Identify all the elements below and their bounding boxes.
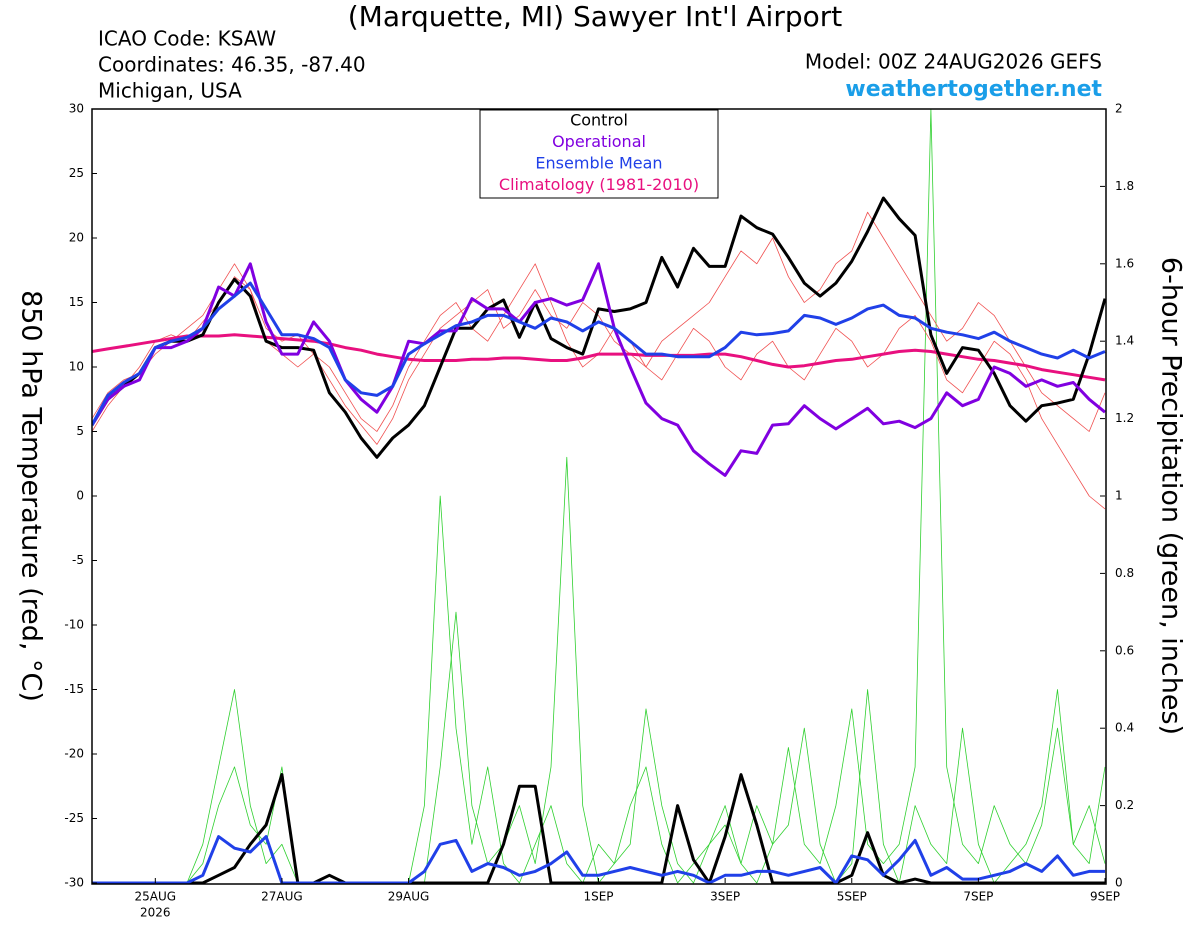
legend-entry: Climatology (1981-2010) — [499, 175, 699, 194]
y2-tick-label: 1.4 — [1115, 334, 1134, 348]
y2-tick-label: 1 — [1115, 489, 1123, 503]
y-tick-label: 25 — [69, 166, 84, 180]
x-tick-label: 25AUG — [135, 890, 177, 904]
legend-entry: Ensemble Mean — [535, 154, 662, 173]
temp-line — [92, 281, 1106, 426]
site: weathertogether.net — [845, 77, 1102, 102]
legend-entry: Operational — [552, 132, 646, 151]
y-tick-label: -30 — [64, 876, 84, 890]
y-tick-label: 20 — [69, 231, 84, 245]
model: Model: 00Z 24AUG2026 GEFS — [805, 50, 1102, 74]
y-tick-label: -5 — [72, 553, 84, 567]
x-tick-label: 5SEP — [837, 890, 867, 904]
precip-line — [92, 835, 1105, 884]
y-tick-label: -25 — [64, 811, 84, 825]
chart-title: (Marquette, MI) Sawyer Int'l Airport — [348, 0, 842, 33]
x-year-label: 2026 — [140, 906, 171, 920]
y-tick-label: -10 — [64, 618, 84, 632]
temp-line — [92, 333, 1106, 382]
x-tick-label: 7SEP — [963, 890, 993, 904]
y2-tick-label: 1.6 — [1115, 256, 1134, 270]
y-tick-label: 0 — [76, 489, 84, 503]
precip-member-line — [92, 495, 1106, 884]
plot-area — [92, 109, 1106, 884]
precip-member-line — [92, 109, 1106, 884]
y-tick-label: 5 — [76, 424, 84, 438]
y-axis-label: 850 hPa Temperature (red, °C) — [16, 290, 47, 702]
icao: ICAO Code: KSAW — [98, 27, 276, 51]
y2-tick-label: 0 — [1115, 876, 1123, 890]
y2-tick-label: 0.4 — [1115, 721, 1134, 735]
x-tick-label: 9SEP — [1090, 890, 1120, 904]
y2-tick-label: 1.8 — [1115, 179, 1134, 193]
legend: Control Operational Ensemble Mean Climatolo… — [479, 109, 719, 199]
y-tick-label: 10 — [69, 360, 84, 374]
temp-member-line — [92, 211, 1106, 445]
x-tick-label: 1SEP — [583, 890, 613, 904]
x-tick-label: 3SEP — [710, 890, 740, 904]
plot-frame — [91, 108, 1107, 885]
y2-axis-label: 6-hour Precipitation (green, inches) — [1156, 257, 1187, 735]
y2-tick-label: 0.8 — [1115, 566, 1134, 580]
y-tick-label: 15 — [69, 295, 84, 309]
location: Michigan, USA — [98, 79, 242, 103]
temp-member-line — [92, 263, 1106, 510]
y-tick-label: -15 — [64, 682, 84, 696]
y-tick-label: -20 — [64, 747, 84, 761]
legend-entry: Control — [570, 111, 628, 130]
x-tick-label: 27AUG — [261, 890, 303, 904]
coordinates: Coordinates: 46.35, -87.40 — [98, 53, 366, 77]
x-tick-label: 29AUG — [388, 890, 430, 904]
y-tick-label: 30 — [69, 102, 84, 116]
precip-line — [92, 773, 1105, 884]
temp-line — [92, 196, 1106, 459]
y2-tick-label: 1.2 — [1115, 411, 1134, 425]
legend-box — [479, 109, 719, 199]
y2-tick-label: 0.2 — [1115, 798, 1134, 812]
temp-line — [92, 262, 1106, 477]
y2-tick-label: 2 — [1115, 102, 1123, 116]
y2-tick-label: 0.6 — [1115, 643, 1134, 657]
